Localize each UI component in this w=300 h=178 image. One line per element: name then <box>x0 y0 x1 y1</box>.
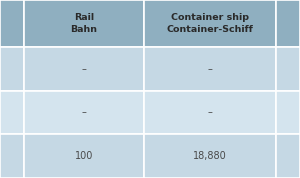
Text: Rail
Bahn: Rail Bahn <box>70 13 98 34</box>
Bar <box>24 0 144 47</box>
Bar <box>24 91 144 134</box>
Text: 100: 100 <box>75 151 93 161</box>
Bar <box>0 91 24 134</box>
Bar <box>24 134 144 178</box>
Bar <box>144 134 276 178</box>
Bar <box>144 47 276 91</box>
Bar <box>276 134 300 178</box>
Bar <box>276 91 300 134</box>
Bar <box>0 47 24 91</box>
Text: 18,880: 18,880 <box>193 151 227 161</box>
Text: –: – <box>208 64 212 74</box>
Bar <box>0 0 24 47</box>
Text: –: – <box>82 108 86 118</box>
Bar <box>144 0 276 47</box>
Bar <box>0 134 24 178</box>
Bar <box>276 47 300 91</box>
Text: –: – <box>82 64 86 74</box>
Bar <box>144 91 276 134</box>
Text: Container ship
Container-Schiff: Container ship Container-Schiff <box>167 13 254 34</box>
Bar <box>24 47 144 91</box>
Bar <box>276 0 300 47</box>
Text: –: – <box>208 108 212 118</box>
